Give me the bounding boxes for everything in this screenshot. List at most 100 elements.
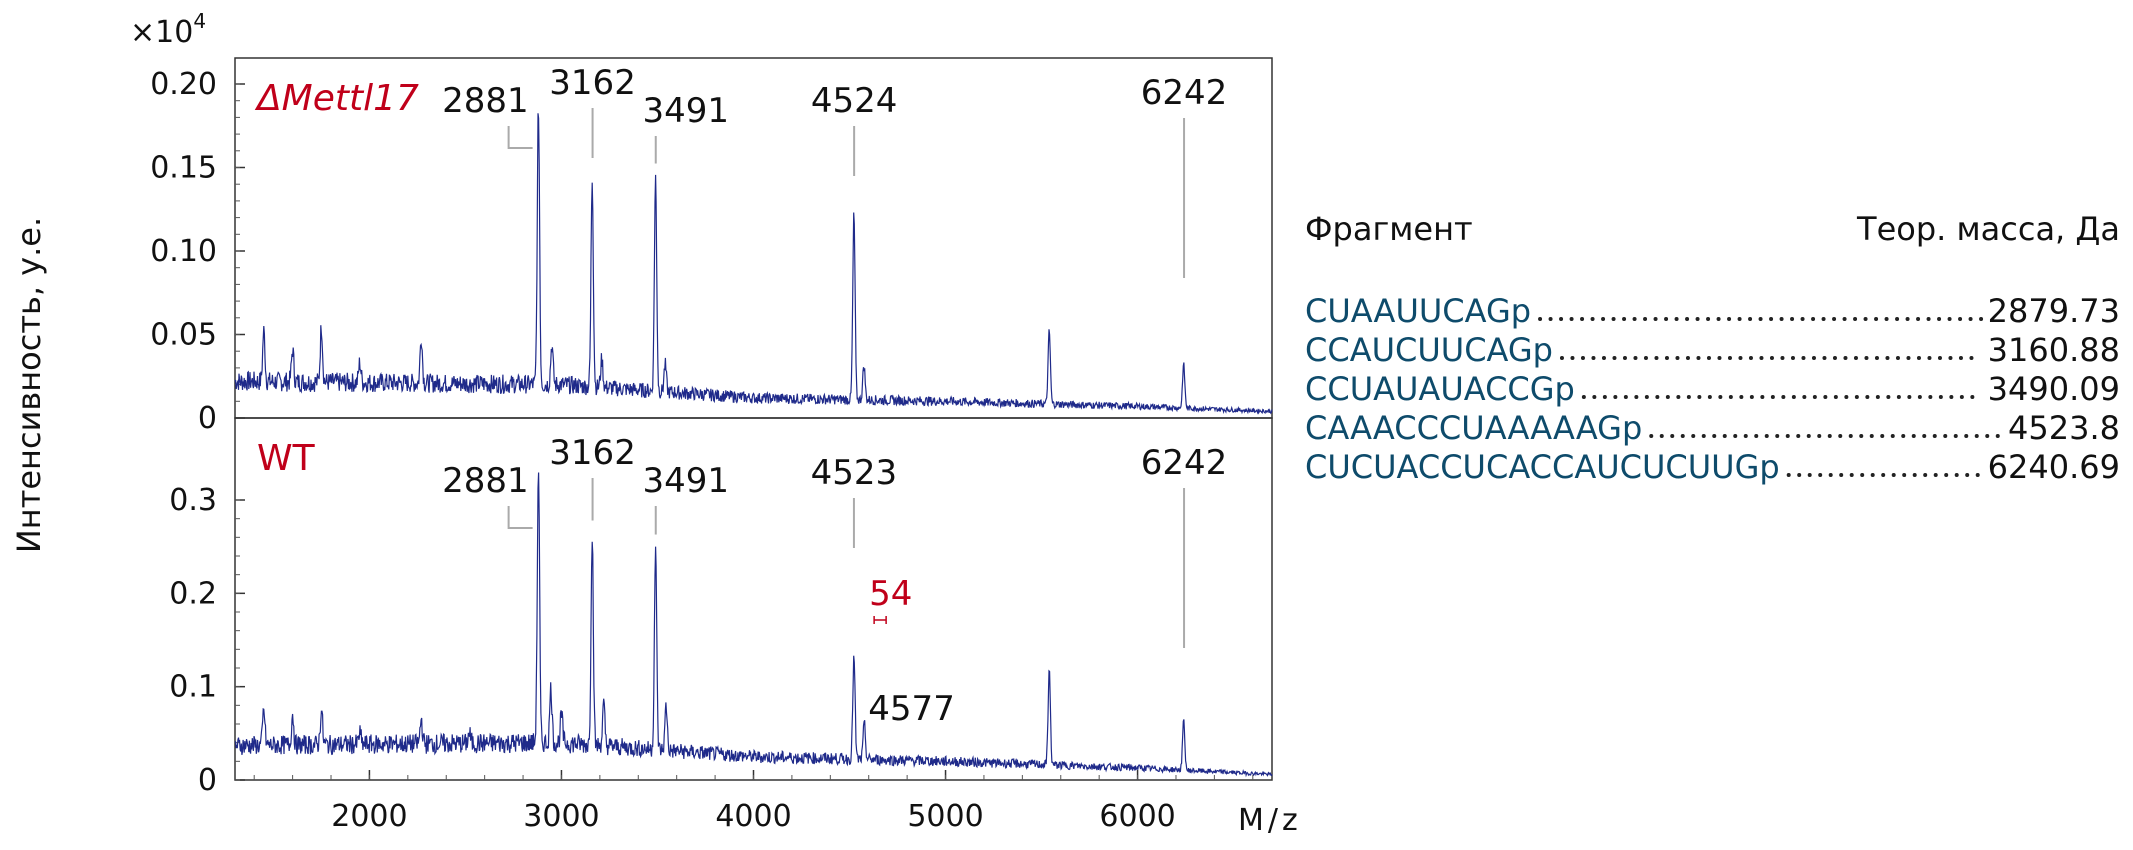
leader-dot — [1943, 434, 1948, 438]
leader-dot — [1869, 434, 1874, 438]
leader-dot — [1917, 395, 1922, 399]
leader-dot — [1569, 317, 1574, 321]
leader-dot — [1601, 317, 1606, 321]
leader-dot — [1769, 317, 1774, 321]
leader-dot — [1559, 356, 1564, 360]
peak-label: 2881 — [442, 81, 529, 121]
leader-dot — [1758, 317, 1763, 321]
leader-dot — [1959, 395, 1964, 399]
fragment-table: Фрагмент Теор. масса, Да CUAAUUCAGp 2879.… — [1305, 210, 2120, 486]
leader-dot — [1633, 356, 1638, 360]
leader-dot — [1817, 434, 1822, 438]
leader-dot — [1818, 473, 1823, 477]
leader-dot — [1559, 317, 1564, 321]
leader-dot — [1949, 395, 1954, 399]
y-tick-label: 0.05 — [150, 318, 217, 353]
leader-dot — [1843, 356, 1848, 360]
leader-dot — [1691, 434, 1696, 438]
leader-dot — [1716, 317, 1721, 321]
leader-dot — [1706, 356, 1711, 360]
leader-dot — [1718, 395, 1723, 399]
y-axis-label: Интенсивность, у.е. — [10, 217, 48, 553]
leader-dots — [1538, 317, 1984, 321]
y-multiplier-exponent: 4 — [193, 9, 206, 33]
leader-dot — [1653, 317, 1658, 321]
table-row: CCAUCUUCAGp 3160.88 — [1305, 331, 2120, 369]
leader-dot — [1838, 434, 1843, 438]
table-header-mass: Теор. масса, Да — [1856, 210, 2120, 248]
leader-dot — [1695, 317, 1700, 321]
leader-dot — [1854, 395, 1859, 399]
leader-dot — [1580, 317, 1585, 321]
leader-dot — [1780, 356, 1785, 360]
leader-dot — [1937, 317, 1942, 321]
leader-dot — [1743, 434, 1748, 438]
leader-dot — [1928, 395, 1933, 399]
y-tick-label: 0.15 — [150, 151, 217, 186]
leader-dot — [1807, 473, 1812, 477]
leader-dot — [1811, 317, 1816, 321]
leader-dot — [1875, 395, 1880, 399]
leader-dot — [1790, 356, 1795, 360]
leader-dot — [1760, 395, 1765, 399]
leader-dot — [1870, 473, 1875, 477]
leader-dot — [1634, 395, 1639, 399]
table-row: CUAAUUCAGp 2879.73 — [1305, 292, 2120, 330]
leader-dot — [1948, 356, 1953, 360]
sample-label: ΔMettl17 — [254, 78, 419, 119]
leader-dot — [1932, 434, 1937, 438]
leader-dot — [1749, 395, 1754, 399]
leader-dot — [1722, 434, 1727, 438]
leader-dot — [1964, 434, 1969, 438]
leader-dot — [1786, 473, 1791, 477]
peak-label: 4577 — [868, 689, 955, 729]
leader-dot — [1958, 317, 1963, 321]
leader-dot — [1601, 356, 1606, 360]
leader-dot — [1622, 356, 1627, 360]
mass-shift-label: 54 — [869, 574, 912, 614]
fragment-mass: 6240.69 — [1988, 448, 2120, 486]
y-multiplier: ×104 — [130, 9, 206, 50]
leader-dot — [1880, 434, 1885, 438]
leader-dots — [1559, 356, 1974, 360]
leader-dot — [1754, 434, 1759, 438]
leader-dot — [1664, 356, 1669, 360]
leader-dot — [1802, 395, 1807, 399]
leader-dot — [1748, 356, 1753, 360]
leader-dot — [1727, 356, 1732, 360]
y-tick-label: 0.1 — [169, 670, 217, 705]
leader-dot — [1863, 317, 1868, 321]
peak-label: 6242 — [1141, 443, 1228, 483]
x-tick-label: 5000 — [907, 799, 983, 834]
leader-dot — [1823, 395, 1828, 399]
leader-dot — [1812, 395, 1817, 399]
leader-dot — [1969, 356, 1974, 360]
panel-frame — [234, 417, 1273, 781]
leader-dot — [1821, 317, 1826, 321]
peak-label: 3491 — [642, 91, 729, 131]
leader-dot — [1844, 395, 1849, 399]
leader-dot — [1828, 473, 1833, 477]
leader-dots — [1649, 434, 2000, 438]
leader-dot — [1839, 473, 1844, 477]
leader-dot — [1891, 473, 1896, 477]
fragment-sequence: CCAUCUUCAGp — [1305, 331, 1553, 369]
leader-dot — [1958, 356, 1963, 360]
x-axis: 2000 3000 4000 5000 6000 — [253, 770, 1254, 834]
peak-label: 3491 — [642, 461, 729, 501]
leader-dot — [1717, 356, 1722, 360]
leader-dot — [1733, 434, 1738, 438]
leader-dot — [1974, 434, 1979, 438]
leader-dot — [1827, 434, 1832, 438]
leader-dot — [1686, 395, 1691, 399]
leader-dot — [1968, 317, 1973, 321]
fragment-mass: 3490.09 — [1988, 370, 2120, 408]
y-tick-label: 0 — [198, 401, 217, 436]
leader-dot — [1907, 395, 1912, 399]
leader-dot — [1538, 317, 1543, 321]
leader-dot — [1905, 317, 1910, 321]
